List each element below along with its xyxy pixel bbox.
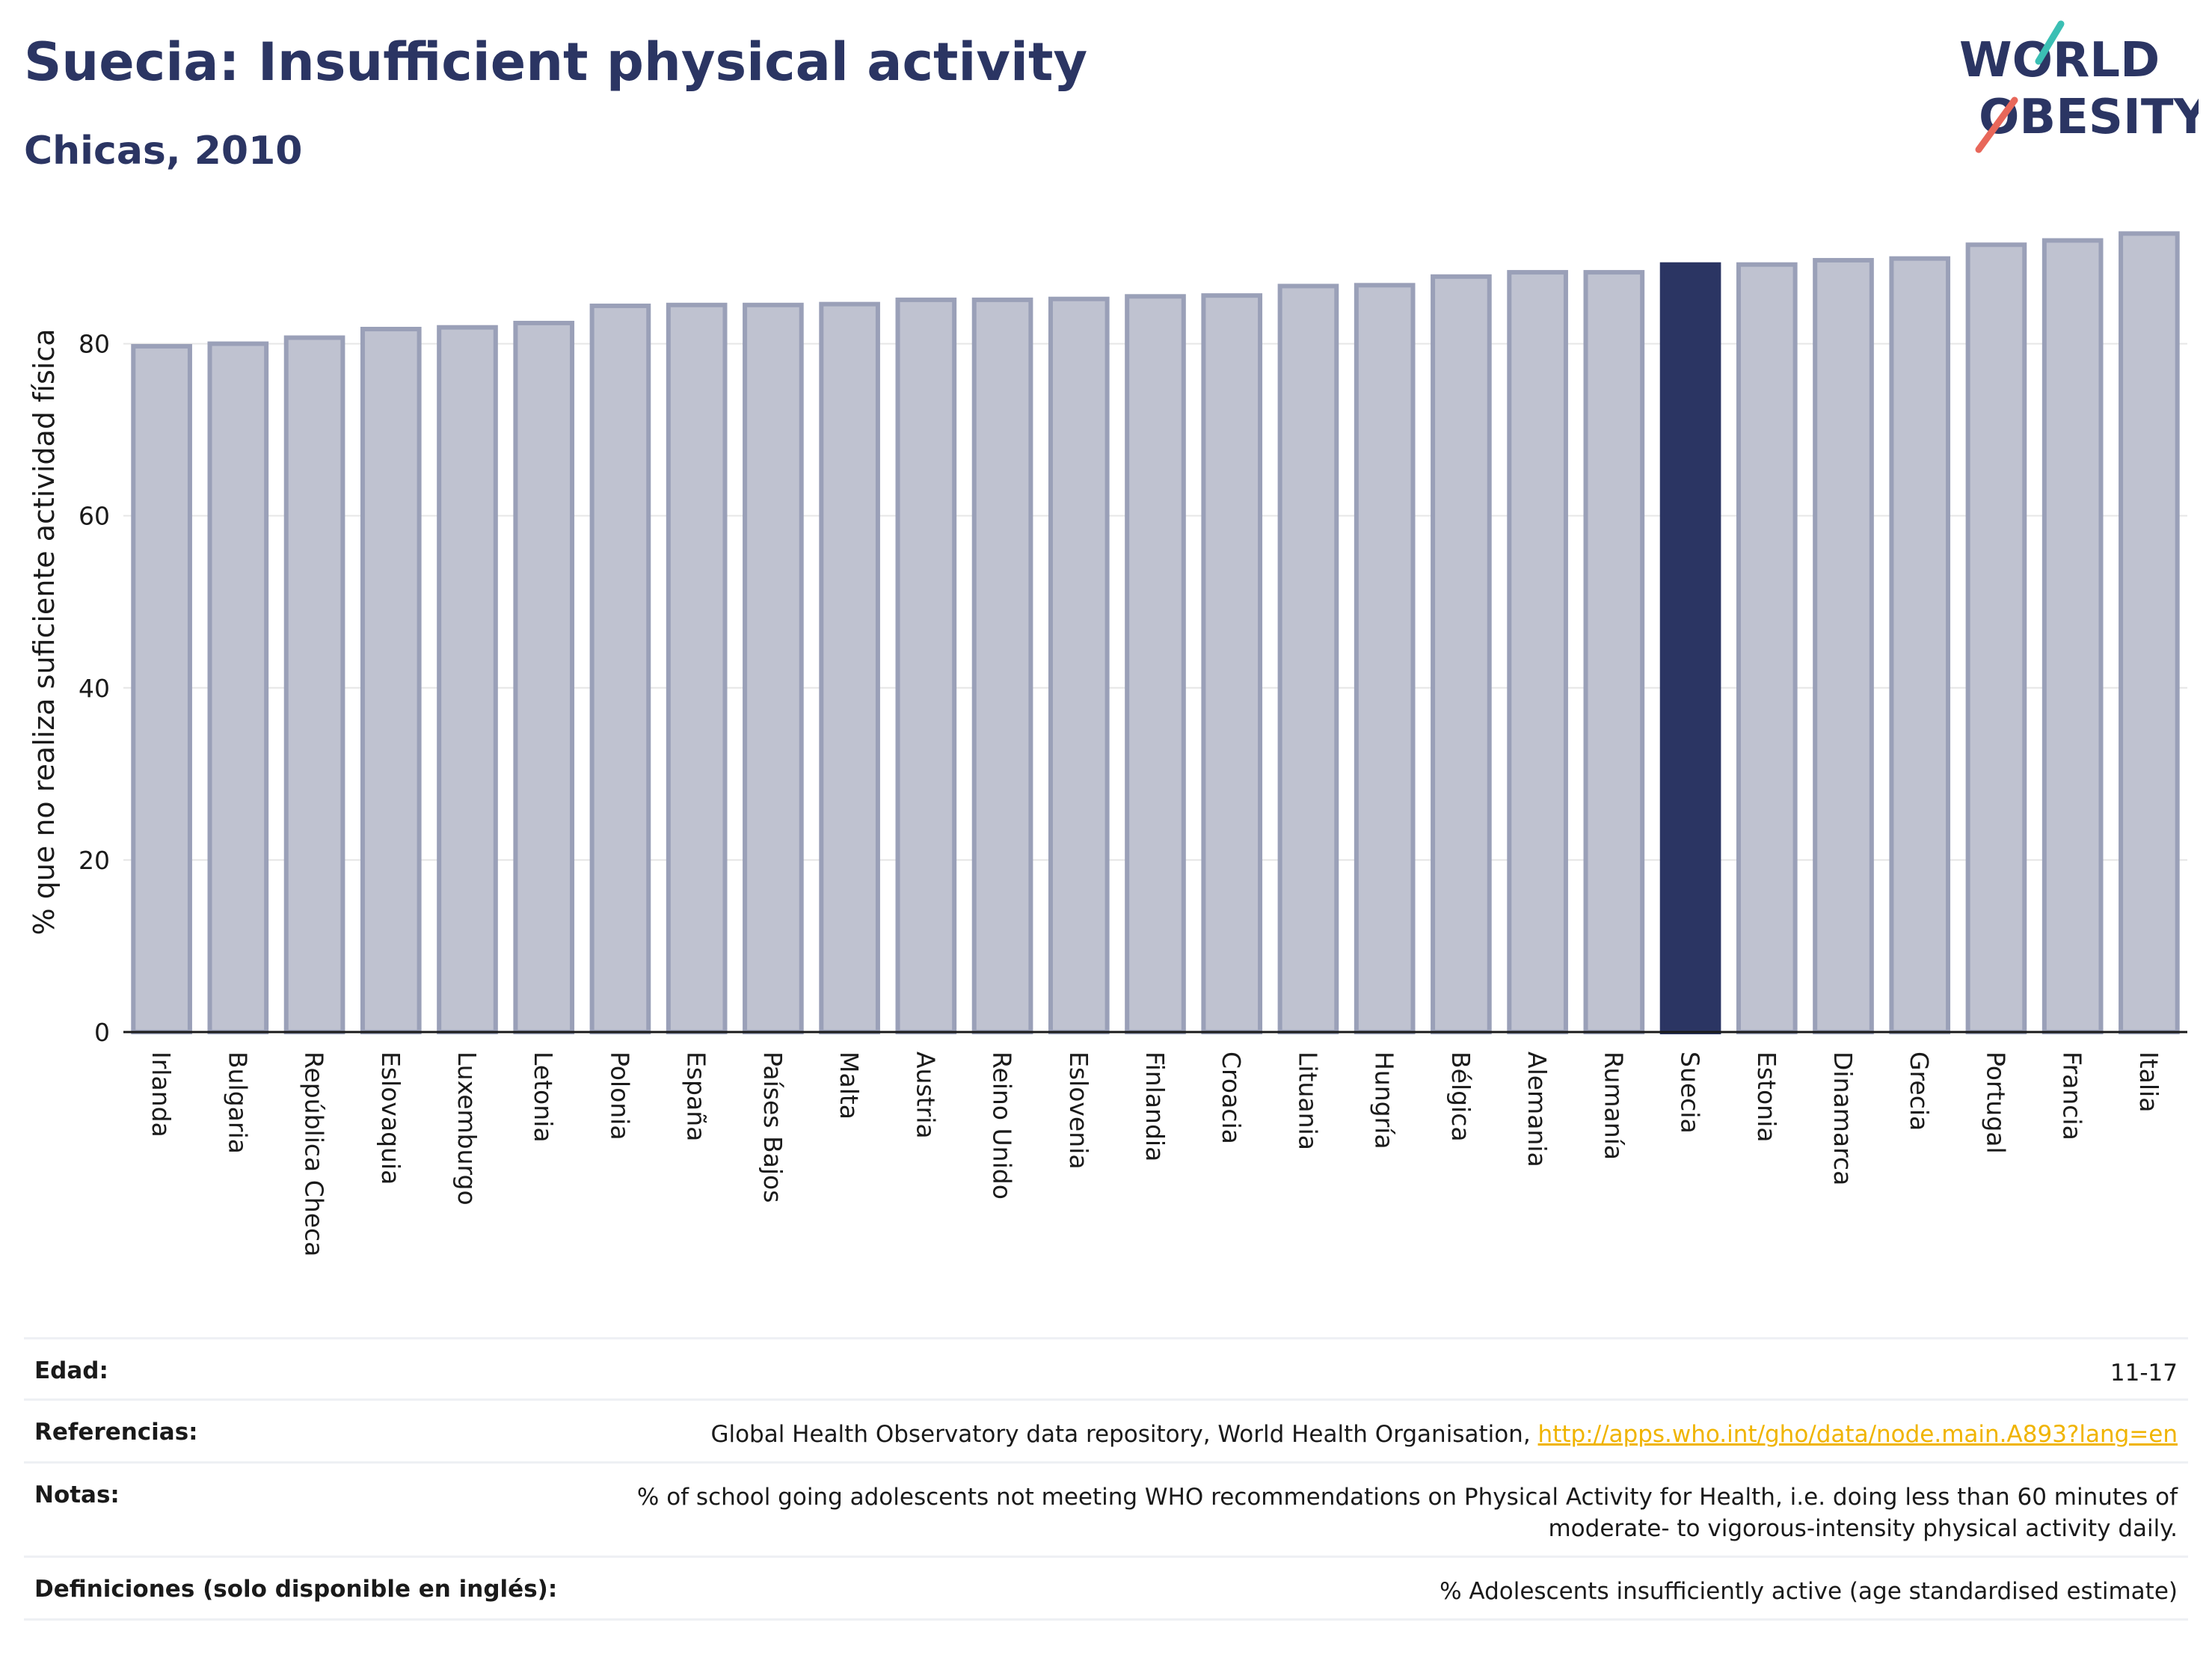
x-label-Bulgaria: Bulgaria <box>223 1051 252 1154</box>
x-label-España: España <box>682 1051 711 1141</box>
x-label-Luxemburgo: Luxemburgo <box>452 1051 482 1206</box>
x-label-Rumanía: Rumanía <box>1599 1051 1628 1160</box>
bar-Rumanía <box>1583 270 1645 1034</box>
logo-slash-coral <box>1975 96 2018 153</box>
bar-chart: 0 20 40 60 80 Irlanda Bulgaria República Checa… <box>28 231 2187 1256</box>
logo-line1: WORLD <box>1959 33 2160 88</box>
y-tick-0: 0 <box>94 1018 110 1047</box>
bar-Suecia <box>1659 262 1721 1034</box>
meta-value-referencias: Global Health Observatory data repositor… <box>583 1398 2188 1463</box>
meta-label-definiciones: Definiciones (solo disponible en inglés)… <box>24 1556 583 1621</box>
meta-label-referencias: Referencias: <box>24 1398 583 1463</box>
world-obesity-logo: WORLD OBESITY <box>1959 20 2199 153</box>
bar-Lituania <box>1277 283 1339 1034</box>
x-label-Estonia: Estonia <box>1752 1051 1781 1142</box>
bar-Eslovaquia <box>360 327 422 1034</box>
x-label-Francia: Francia <box>2058 1051 2087 1140</box>
x-label-Eslovaquia: Eslovaquia <box>376 1051 405 1185</box>
x-label-República Checa: República Checa <box>300 1051 329 1256</box>
bar-Hungría <box>1354 283 1416 1035</box>
x-label-Suecia: Suecia <box>1676 1051 1705 1134</box>
x-label-Polonia: Polonia <box>605 1051 634 1140</box>
bar-Dinamarca <box>1813 257 1874 1034</box>
meta-row-definiciones: Definiciones (solo disponible en inglés)… <box>24 1556 2188 1621</box>
y-tick-80: 80 <box>79 330 110 359</box>
x-label-Grecia: Grecia <box>1905 1051 1934 1131</box>
x-label-Letonia: Letonia <box>529 1051 558 1143</box>
logo-slash-teal <box>2035 20 2065 65</box>
bar-Polonia <box>589 303 651 1034</box>
y-tick-labels: 0 20 40 60 80 <box>79 330 110 1047</box>
reference-link[interactable]: http://apps.who.int/gho/data/node.main.A… <box>1537 1421 2178 1448</box>
meta-label-notas: Notas: <box>24 1461 583 1557</box>
x-label-Países Bajos: Países Bajos <box>758 1051 787 1203</box>
x-category-labels: Irlanda Bulgaria República Checa Eslovaquia… <box>147 1051 2163 1256</box>
x-label-Italia: Italia <box>2134 1051 2163 1112</box>
bar-Finlandia <box>1125 294 1186 1034</box>
x-label-Finlandia: Finlandia <box>1140 1051 1170 1161</box>
bar-España <box>666 302 728 1034</box>
y-tick-40: 40 <box>79 674 110 703</box>
bar-Eslovenia <box>1048 296 1110 1034</box>
bar-Luxemburgo <box>437 325 498 1035</box>
y-tick-20: 20 <box>79 846 110 875</box>
bar-Alemania <box>1507 270 1568 1034</box>
meta-row-referencias: Referencias: Global Health Observatory d… <box>24 1398 2188 1463</box>
bar-Bulgaria <box>207 341 269 1034</box>
meta-value-notas: % of school going adolescents not meetin… <box>583 1461 2188 1557</box>
x-label-Eslovenia: Eslovenia <box>1064 1051 1093 1170</box>
x-label-Irlanda: Irlanda <box>147 1051 176 1137</box>
notes-line-1: % of school going adolescents not meetin… <box>636 1484 2178 1511</box>
bar-Portugal <box>1965 242 2027 1034</box>
meta-label-edad: Edad: <box>24 1337 583 1400</box>
bar-Irlanda <box>131 344 192 1035</box>
chart-subtitle: Chicas, 2010 <box>24 129 303 174</box>
bar-Reino Unido <box>971 297 1033 1035</box>
x-label-Reino Unido: Reino Unido <box>988 1051 1017 1200</box>
bar-Croacia <box>1201 293 1263 1034</box>
meta-row-edad: Edad: 11-17 <box>24 1337 2188 1400</box>
bar-Malta <box>819 301 880 1035</box>
bar-Bélgica <box>1431 274 1492 1034</box>
bar-Estonia <box>1736 262 1798 1034</box>
y-tick-60: 60 <box>79 502 110 531</box>
x-label-Portugal: Portugal <box>1981 1051 2010 1154</box>
meta-row-notas: Notas: % of school going adolescents not… <box>24 1461 2188 1557</box>
bars <box>131 231 2180 1035</box>
x-label-Dinamarca: Dinamarca <box>1828 1051 1858 1185</box>
meta-value-definiciones: % Adolescents insufficiently active (age… <box>583 1556 2188 1621</box>
bar-Países Bajos <box>743 302 804 1034</box>
bar-Austria <box>895 297 957 1035</box>
bar-Italia <box>2119 231 2180 1035</box>
x-label-Lituania: Lituania <box>1293 1051 1322 1150</box>
chart-title: Suecia: Insufficient physical activity <box>24 31 1088 93</box>
metadata-table: Edad: 11-17 Referencias: Global Health O… <box>24 1337 2188 1621</box>
meta-value-edad: 11-17 <box>583 1337 2188 1400</box>
bar-Francia <box>2042 238 2104 1034</box>
bar-República Checa <box>283 335 345 1035</box>
reference-text: Global Health Observatory data repositor… <box>710 1421 1531 1448</box>
y-axis-title: % que no realiza suficiente actividad fí… <box>28 329 61 936</box>
x-label-Malta: Malta <box>835 1051 864 1120</box>
notes-line-2: moderate- to vigorous-intensity physical… <box>1548 1515 2178 1542</box>
x-label-Hungría: Hungría <box>1370 1051 1399 1149</box>
bar-Letonia <box>513 320 575 1035</box>
x-label-Croacia: Croacia <box>1217 1051 1246 1144</box>
x-label-Alemania: Alemania <box>1523 1051 1552 1167</box>
x-label-Bélgica: Bélgica <box>1446 1051 1475 1142</box>
bar-Grecia <box>1889 256 1951 1035</box>
x-label-Austria: Austria <box>911 1051 940 1139</box>
